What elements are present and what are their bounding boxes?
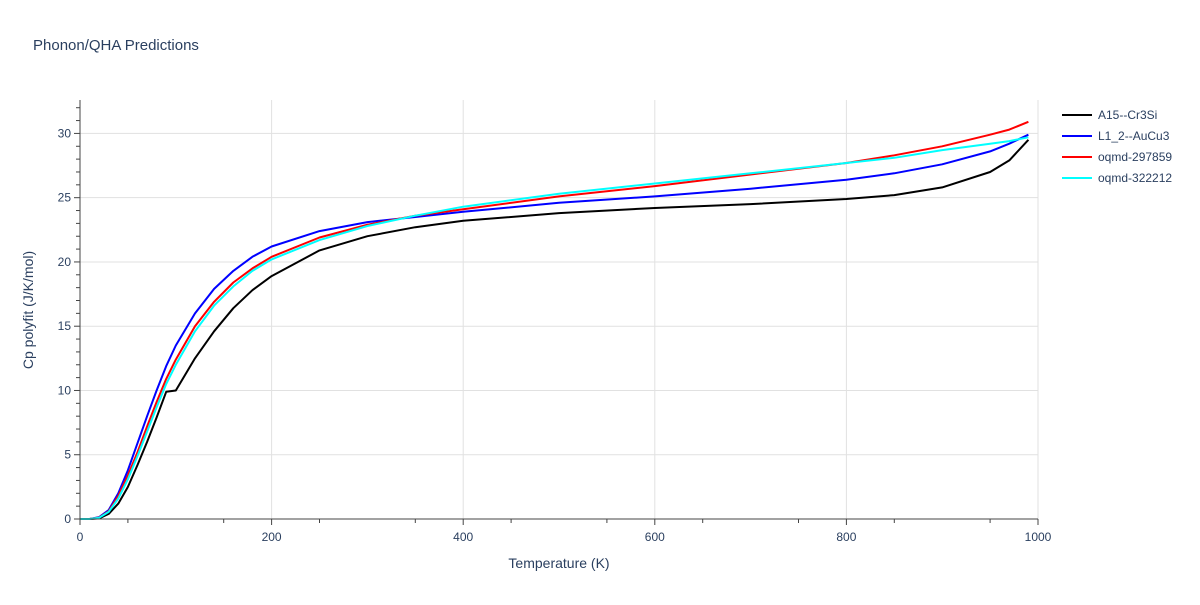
x-axis-label: Temperature (K) [508, 555, 609, 571]
x-tick-label: 1000 [1025, 530, 1052, 544]
x-tick-label: 0 [77, 530, 84, 544]
legend-item[interactable]: A15--Cr3Si [1062, 108, 1157, 122]
series-line-L1_2--AuCu3 [80, 133, 1029, 520]
x-tick-label: 400 [453, 530, 473, 544]
x-tick-label: 600 [645, 530, 665, 544]
y-tick-label: 10 [58, 383, 72, 397]
y-tick-label: 20 [58, 255, 72, 269]
series-line-oqmd-322212 [80, 136, 1029, 520]
legend-label: oqmd-322212 [1098, 171, 1172, 185]
y-tick-label: 5 [64, 448, 71, 462]
y-tick-label: 25 [58, 191, 72, 205]
legend-item[interactable]: oqmd-322212 [1062, 171, 1172, 185]
legend-label: oqmd-297859 [1098, 150, 1172, 164]
x-tick-label: 200 [262, 530, 282, 544]
y-axis-label: Cp polyfit (J/K/mol) [20, 251, 36, 369]
legend-label: A15--Cr3Si [1098, 108, 1157, 122]
legend[interactable]: A15--Cr3Si L1_2--AuCu3 oqmd-297859 oqmd-322… [1062, 108, 1172, 185]
chart-title: Phonon/QHA Predictions [33, 37, 199, 54]
legend-label: L1_2--AuCu3 [1098, 129, 1170, 143]
x-tick-label: 800 [836, 530, 856, 544]
y-tick-label: 30 [58, 126, 72, 140]
legend-item[interactable]: L1_2--AuCu3 [1062, 129, 1170, 143]
y-tick-label: 0 [64, 512, 71, 526]
legend-item[interactable]: oqmd-297859 [1062, 150, 1172, 164]
y-tick-label: 15 [58, 319, 72, 333]
series-line-A15--Cr3Si [80, 139, 1030, 520]
